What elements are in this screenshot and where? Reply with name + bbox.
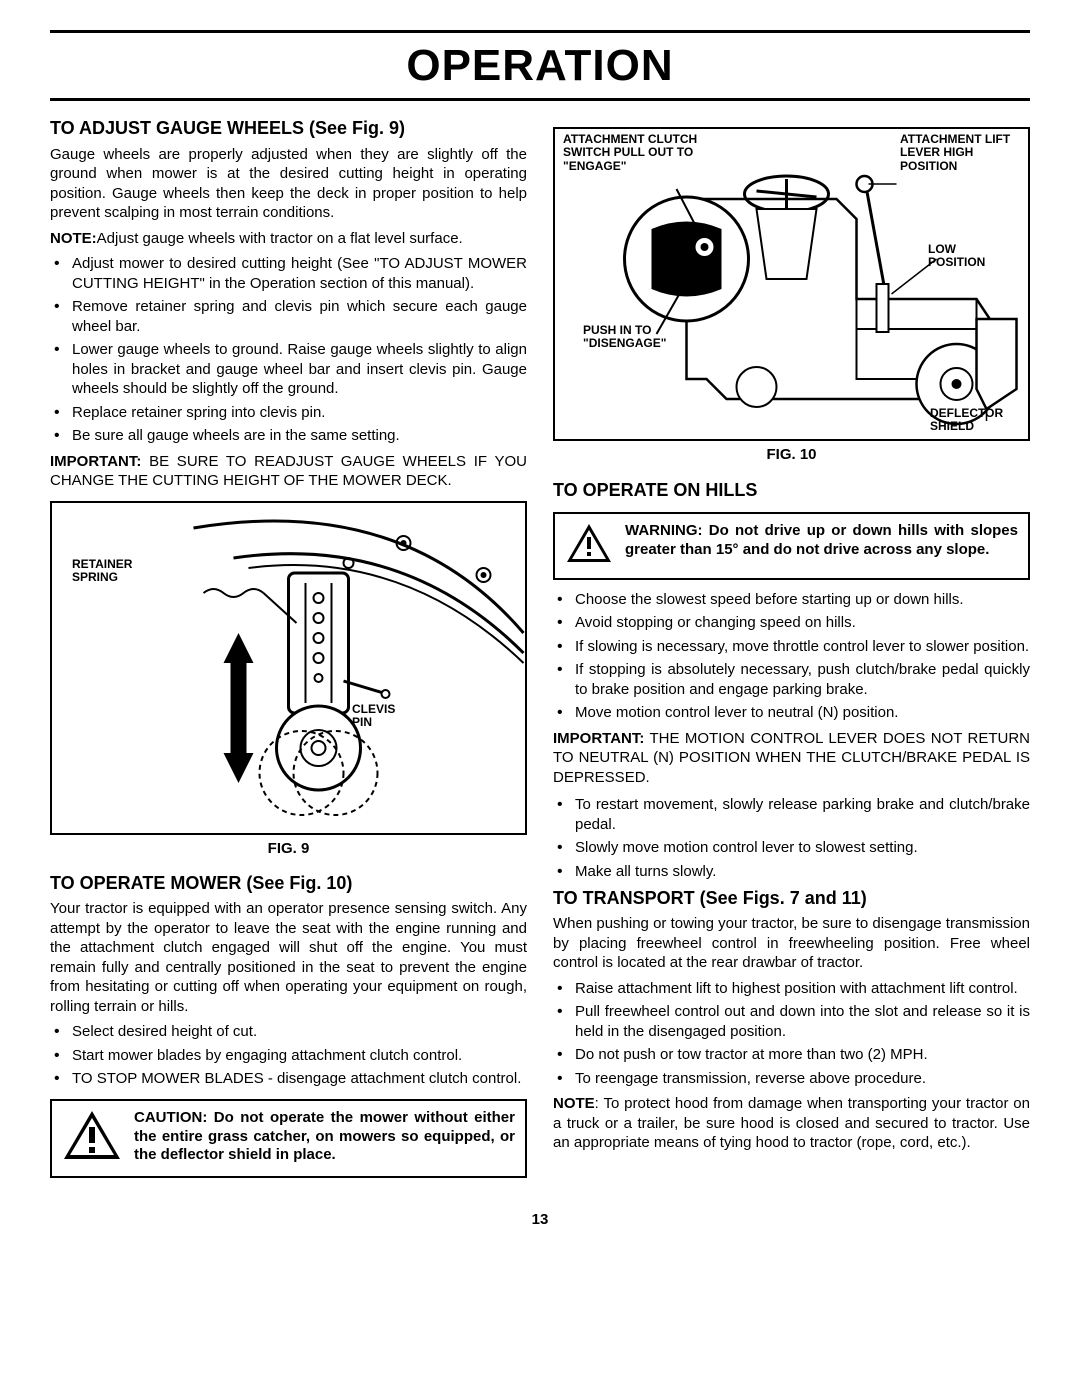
p-transport: When pushing or towing your tractor, be …	[553, 914, 1030, 973]
bullet: TO STOP MOWER BLADES - disengage attachm…	[72, 1069, 527, 1089]
figure-9-diagram: RETAINER SPRING CLEVIS PIN	[52, 503, 525, 833]
note-text: Adjust gauge wheels with tractor on a fl…	[97, 230, 463, 247]
note-label: NOTE:	[50, 230, 97, 247]
p-transport-note: NOTE: To protect hood from damage when t…	[553, 1094, 1030, 1153]
caution-icon	[62, 1109, 122, 1169]
p-gauge-note: NOTE:Adjust gauge wheels with tractor on…	[50, 229, 527, 249]
bullets-operate-mower: Select desired height of cut. Start mowe…	[50, 1022, 527, 1089]
bullet: Adjust mower to desired cutting height (…	[72, 254, 527, 293]
content-columns: TO ADJUST GAUGE WHEELS (See Fig. 9) Gaug…	[50, 117, 1030, 1188]
left-column: TO ADJUST GAUGE WHEELS (See Fig. 9) Gaug…	[50, 117, 527, 1188]
bullet: Remove retainer spring and clevis pin wh…	[72, 297, 527, 336]
heading-adjust-gauge: TO ADJUST GAUGE WHEELS (See Fig. 9)	[50, 117, 527, 140]
p-gauge-intro: Gauge wheels are properly adjusted when …	[50, 145, 527, 223]
bullets-gauge: Adjust mower to desired cutting height (…	[50, 254, 527, 446]
p-hills-important: IMPORTANT: THE MOTION CONTROL LEVER DOES…	[553, 729, 1030, 788]
right-column: ATTACHMENT CLUTCH SWITCH PULL OUT TO "EN…	[553, 117, 1030, 1188]
bullet: If stopping is absolutely necessary, pus…	[575, 660, 1030, 699]
bullets-hills-b: To restart movement, slowly release park…	[553, 795, 1030, 881]
figure-9-svg	[52, 503, 525, 833]
bullet: Lower gauge wheels to ground. Raise gaug…	[72, 340, 527, 399]
bullet: To restart movement, slowly release park…	[575, 795, 1030, 834]
figure-10-box: ATTACHMENT CLUTCH SWITCH PULL OUT TO "EN…	[553, 127, 1030, 441]
fig10-label-push-in: PUSH IN TO "DISENGAGE"	[583, 324, 683, 350]
bullet: Avoid stopping or changing speed on hill…	[575, 613, 1030, 633]
title-bar: OPERATION	[50, 30, 1030, 101]
caution-text: CAUTION: Do not operate the mower withou…	[134, 1109, 515, 1165]
note-text: : To protect hood from damage when trans…	[553, 1095, 1030, 1151]
figure-10-caption: FIG. 10	[553, 445, 1030, 465]
page-title: OPERATION	[50, 37, 1030, 94]
bullets-transport: Raise attachment lift to highest positio…	[553, 979, 1030, 1089]
bullet: Make all turns slowly.	[575, 862, 1030, 882]
bullet: Select desired height of cut.	[72, 1022, 527, 1042]
page-number: 13	[50, 1210, 1030, 1230]
bullets-hills-a: Choose the slowest speed before starting…	[553, 590, 1030, 723]
bullet: Move motion control lever to neutral (N)…	[575, 703, 1030, 723]
bullet: Slowly move motion control lever to slow…	[575, 838, 1030, 858]
figure-9-caption: FIG. 9	[50, 839, 527, 859]
bullet: Start mower blades by engaging attachmen…	[72, 1046, 527, 1066]
heading-operate-mower: TO OPERATE MOWER (See Fig. 10)	[50, 872, 527, 895]
heading-transport: TO TRANSPORT (See Figs. 7 and 11)	[553, 887, 1030, 910]
fig9-label-retainer: RETAINER SPRING	[72, 558, 152, 584]
caution-box: CAUTION: Do not operate the mower withou…	[50, 1099, 527, 1179]
bullet: If slowing is necessary, move throttle c…	[575, 637, 1030, 657]
bullet: To reengage transmission, reverse above …	[575, 1069, 1030, 1089]
important-label: IMPORTANT:	[553, 730, 644, 747]
note-label: NOTE	[553, 1095, 595, 1112]
fig10-label-low: LOW POSITION	[928, 243, 1008, 269]
bullet: Pull freewheel control out and down into…	[575, 1002, 1030, 1041]
p-gauge-important: IMPORTANT: BE SURE TO READJUST GAUGE WHE…	[50, 452, 527, 491]
fig10-label-lift-lever: ATTACHMENT LIFT LEVER HIGH POSITION	[900, 133, 1020, 173]
figure-10-svg	[555, 129, 1028, 439]
bullet: Do not push or tow tractor at more than …	[575, 1045, 1030, 1065]
warning-icon	[565, 522, 613, 570]
p-operate-mower: Your tractor is equipped with an operato…	[50, 899, 527, 1016]
fig9-label-clevis: CLEVIS PIN	[352, 703, 412, 729]
warning-box: WARNING: Do not drive up or down hills w…	[553, 512, 1030, 580]
bullet: Choose the slowest speed before starting…	[575, 590, 1030, 610]
fig10-label-deflector: DEFLECTOR SHIELD	[930, 407, 1020, 433]
important-label: IMPORTANT:	[50, 453, 141, 470]
figure-10-diagram: ATTACHMENT CLUTCH SWITCH PULL OUT TO "EN…	[555, 129, 1028, 439]
heading-hills: TO OPERATE ON HILLS	[553, 479, 1030, 502]
bullet: Raise attachment lift to highest positio…	[575, 979, 1030, 999]
warning-text: WARNING: Do not drive up or down hills w…	[625, 522, 1018, 560]
fig10-label-attach-clutch: ATTACHMENT CLUTCH SWITCH PULL OUT TO "EN…	[563, 133, 723, 173]
bullet: Be sure all gauge wheels are in the same…	[72, 426, 527, 446]
bullet: Replace retainer spring into clevis pin.	[72, 403, 527, 423]
figure-9-box: RETAINER SPRING CLEVIS PIN	[50, 501, 527, 835]
